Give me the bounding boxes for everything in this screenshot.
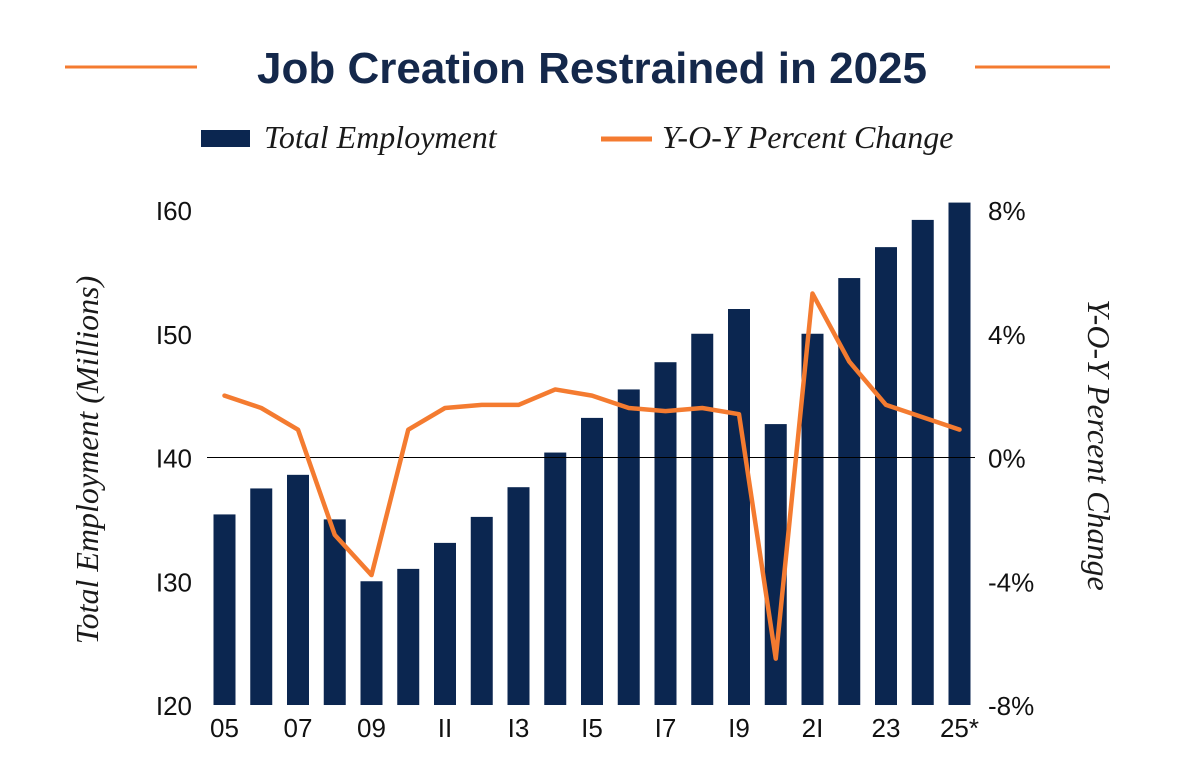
- x-tick-label: I9: [728, 713, 750, 743]
- y-axis-left-title: Total Employment (Millions): [69, 276, 105, 645]
- y-right-tick-label: 4%: [988, 320, 1026, 350]
- x-tick-label: I3: [508, 713, 530, 743]
- line-series-group: [222, 291, 962, 661]
- bar-2023: [875, 247, 897, 706]
- bar-2011: [434, 542, 456, 705]
- bar-2025: [948, 202, 971, 705]
- bar-2008: [323, 519, 346, 706]
- bar-2024: [911, 219, 934, 705]
- y-right-tick-label: 0%: [988, 444, 1026, 474]
- y-left-tick-label: I40: [156, 444, 192, 474]
- x-axis-ticks: 05 07 09 II I3 I5 I7 I9 2I 23 25*: [210, 713, 979, 743]
- bar-2013: [507, 487, 530, 705]
- bar-2006: [250, 488, 273, 705]
- bar-2010: [397, 568, 420, 706]
- y-right-tick-label: -4%: [988, 567, 1034, 597]
- x-tick-label: 2I: [802, 713, 824, 743]
- legend-line-label: Y-O-Y Percent Change: [662, 119, 954, 155]
- bar-2019: [728, 309, 750, 705]
- y-axis-left-ticks: I20 I30 I40 I50 I60: [156, 196, 192, 721]
- y-left-tick-label: I50: [156, 320, 192, 350]
- y-right-tick-label: -8%: [988, 691, 1034, 721]
- chart-title: Job Creation Restrained in 2025: [257, 44, 927, 93]
- y-left-tick-label: I20: [156, 691, 192, 721]
- y-right-tick-label: 8%: [988, 196, 1026, 226]
- bar-2009: [360, 581, 383, 705]
- x-tick-label: 07: [284, 713, 313, 743]
- x-tick-label: 05: [210, 713, 239, 743]
- bar-2015: [581, 417, 603, 705]
- x-tick-label: 09: [357, 713, 386, 743]
- bar-2016: [617, 389, 640, 705]
- y-axis-right-title: Y-O-Y Percent Change: [1081, 299, 1117, 591]
- y-left-tick-label: I60: [156, 196, 192, 226]
- x-tick-label: 25*: [940, 713, 979, 743]
- bar-2005: [213, 514, 236, 705]
- bar-2017: [654, 362, 677, 705]
- bar-2014: [544, 452, 567, 705]
- y-left-tick-label: I30: [156, 567, 192, 597]
- bar-2018: [691, 333, 714, 705]
- y-axis-right-ticks: -8% -4% 0% 4% 8%: [988, 196, 1034, 721]
- legend-bar-label: Total Employment: [264, 119, 498, 155]
- x-tick-label: 23: [872, 713, 901, 743]
- legend-bar-swatch: [201, 130, 250, 147]
- x-tick-label: I5: [581, 713, 603, 743]
- yoy-line: [222, 291, 962, 661]
- bar-2021: [801, 333, 824, 705]
- bar-2022: [838, 278, 861, 705]
- x-tick-label: II: [438, 713, 452, 743]
- x-tick-label: I7: [655, 713, 677, 743]
- bar-2012: [470, 516, 493, 705]
- bar-series: [213, 202, 971, 706]
- bar-2007: [287, 474, 309, 705]
